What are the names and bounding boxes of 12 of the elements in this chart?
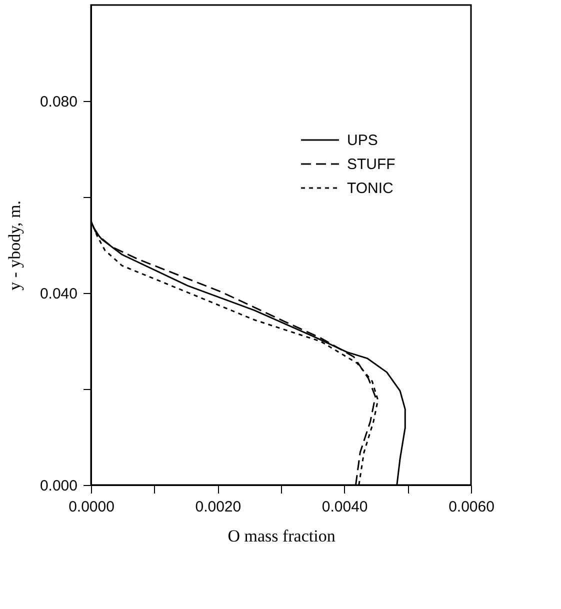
legend-label: UPS: [347, 132, 378, 149]
y-tick-label: 0.080: [40, 94, 78, 110]
x-tick-label: 0.0000: [68, 498, 114, 516]
x-axis-title: O mass fraction: [228, 526, 336, 546]
legend-label: STUFF: [347, 156, 396, 173]
x-tick-label: 0.0040: [322, 498, 368, 516]
legend-label: TONIC: [347, 180, 394, 197]
x-tick-label: 0.0060: [448, 498, 494, 516]
y-tick-label: 0.000: [40, 478, 78, 494]
y-tick-label: 0.040: [40, 286, 78, 302]
y-axis-title: y - ybody, m.: [4, 200, 24, 291]
x-tick-label: 0.0020: [195, 498, 242, 516]
